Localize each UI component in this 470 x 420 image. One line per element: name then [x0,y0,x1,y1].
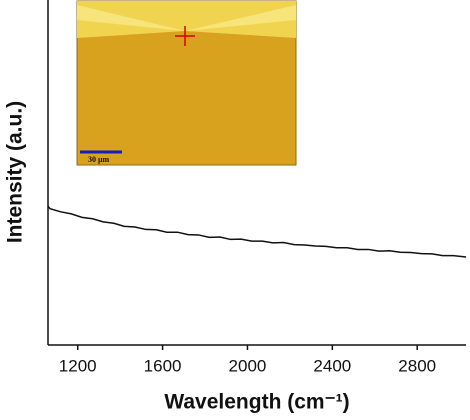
y-axis-title: Intensity (a.u.) [4,101,27,243]
x-tick-label: 2400 [313,356,351,375]
x-tick-label: 1200 [59,356,97,375]
inset-image: 30 μm [76,0,297,166]
scale-bar-label: 30 μm [88,155,110,164]
x-tick-label: 1600 [144,356,182,375]
x-tick-label: 2800 [398,356,436,375]
x-axis-title: Wavelength (cm⁻¹) [164,391,349,414]
x-tick-label: 2000 [229,356,267,375]
spectrum-line [47,205,467,258]
